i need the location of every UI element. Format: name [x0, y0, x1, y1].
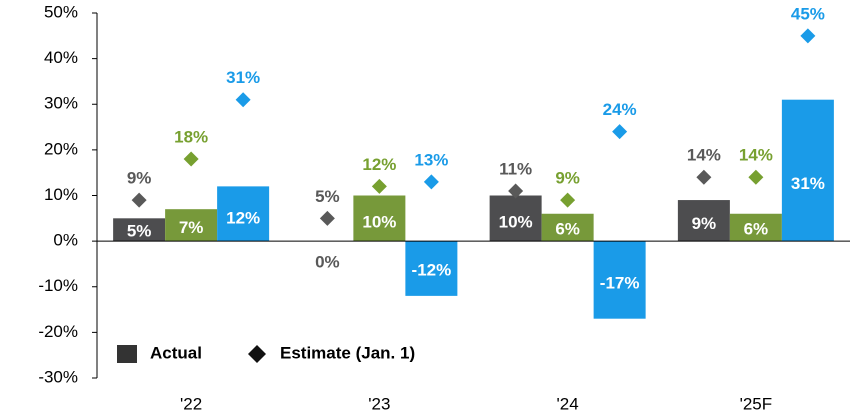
estimate-marker [696, 169, 712, 185]
legend-label: Estimate (Jan. 1) [280, 343, 415, 362]
estimate-label: 18% [174, 127, 208, 146]
estimate-marker [508, 183, 524, 199]
value-label: 10% [362, 212, 396, 231]
value-label: 6% [555, 220, 580, 239]
estimate-label: 12% [362, 155, 396, 174]
estimate-marker [612, 124, 628, 140]
estimate-marker [319, 210, 335, 226]
legend-label: Actual [150, 343, 202, 362]
bar [593, 241, 646, 319]
estimate-marker [748, 169, 764, 185]
estimate-marker [131, 192, 147, 208]
estimate-marker [183, 151, 199, 167]
estimate-label: 11% [499, 159, 532, 178]
y-tick-label: -10% [38, 276, 78, 295]
estimate-label: 24% [603, 100, 637, 119]
estimate-marker [235, 92, 251, 108]
value-label: -17% [600, 273, 640, 292]
y-tick-label: 20% [44, 139, 78, 158]
value-label: 9% [692, 214, 717, 233]
y-tick-label: 10% [44, 185, 78, 204]
bar [781, 99, 834, 242]
estimate-label: 9% [127, 169, 152, 188]
estimate-marker [800, 28, 816, 44]
y-tick-label: 40% [44, 48, 78, 67]
x-tick-label: '22 [180, 394, 202, 413]
bar [489, 195, 542, 242]
x-tick-label: '23 [368, 394, 390, 413]
estimate-label: 45% [791, 4, 825, 23]
x-tick-label: '24 [557, 394, 579, 413]
y-tick-label: -20% [38, 322, 78, 341]
bar [165, 209, 218, 242]
estimate-label: 14% [687, 146, 721, 165]
estimate-label: 13% [414, 150, 448, 169]
bar [113, 218, 166, 242]
estimate-label: 9% [555, 169, 580, 188]
value-label: 31% [791, 174, 825, 193]
x-tick-label: '25F [740, 394, 773, 413]
bar [405, 241, 458, 296]
value-label: -12% [412, 261, 452, 280]
y-tick-label: 50% [44, 2, 78, 21]
estimate-marker [560, 192, 576, 208]
legend-diamond [248, 345, 266, 363]
value-label: 7% [179, 218, 204, 237]
estimate-label: 5% [315, 187, 340, 206]
value-label: 0% [315, 253, 340, 272]
bar [677, 200, 730, 242]
value-label: 5% [127, 221, 152, 240]
estimate-marker [423, 174, 439, 190]
estimate-marker [371, 178, 387, 194]
bar [353, 195, 406, 242]
bar [541, 213, 594, 242]
y-tick-label: -30% [38, 367, 78, 386]
y-tick-label: 0% [53, 231, 78, 250]
value-label: 10% [499, 212, 533, 231]
value-label: 12% [226, 209, 260, 228]
estimate-label: 31% [226, 68, 260, 87]
legend-swatch [117, 345, 137, 363]
bar [217, 186, 270, 242]
bar [729, 213, 782, 242]
value-label: 6% [744, 220, 769, 239]
estimate-label: 14% [739, 146, 773, 165]
y-tick-label: 30% [44, 94, 78, 113]
